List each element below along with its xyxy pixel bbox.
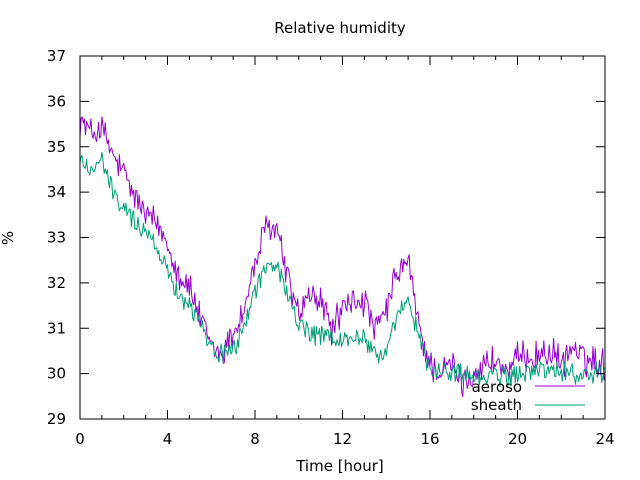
y-axis-label: %	[0, 231, 17, 245]
y-tick-label: 36	[47, 92, 66, 110]
y-tick-label: 33	[47, 229, 66, 247]
chart-title: Relative humidity	[274, 19, 406, 37]
series-line-aeroso	[79, 116, 606, 398]
legend-label-aeroso: aeroso	[472, 378, 522, 396]
series-layer	[79, 116, 606, 398]
y-tick-label: 31	[47, 319, 66, 337]
y-tick-label: 30	[47, 365, 66, 383]
x-tick-label: 24	[595, 430, 614, 448]
plot-frame	[79, 55, 606, 420]
x-tick-label: 4	[163, 430, 173, 448]
legend: aeroso sheath	[471, 378, 585, 414]
y-tick-label: 29	[47, 410, 66, 428]
x-tick-label: 16	[420, 430, 439, 448]
x-tick-label: 20	[508, 430, 527, 448]
y-tick-label: 35	[47, 138, 66, 156]
x-axis-label: Time [hour]	[295, 457, 384, 475]
y-tick-label: 34	[47, 183, 66, 201]
y-tick-label: 37	[47, 47, 66, 65]
x-tick-label: 0	[75, 430, 85, 448]
y-tick-label: 32	[47, 274, 66, 292]
series-line-sheath	[79, 151, 606, 388]
x-tick-label: 8	[250, 430, 260, 448]
x-tick-label: 12	[333, 430, 352, 448]
legend-label-sheath: sheath	[471, 396, 522, 414]
ticks-layer: 29 30 31 32 33 34 35 36 37 0 4 8 12 16 20 24	[47, 47, 615, 448]
